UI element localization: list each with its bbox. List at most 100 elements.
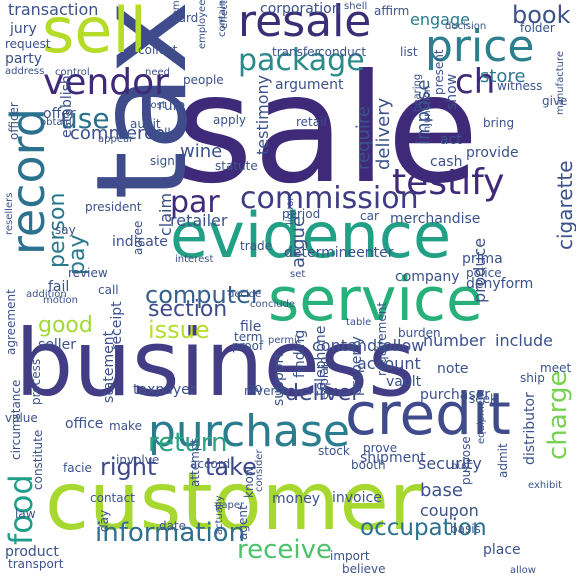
word-go: go — [247, 381, 262, 395]
word-base: base — [420, 480, 463, 501]
word-shipment: shipment — [360, 450, 426, 466]
word-employee: employee — [197, 0, 208, 50]
word-sign: sign — [150, 154, 175, 168]
word-coupon: coupon — [420, 501, 479, 520]
word-set: set — [290, 269, 306, 280]
word-permit: permit — [268, 335, 301, 346]
word-return: return — [148, 428, 228, 458]
word-burden: burden — [398, 326, 441, 340]
word-obtain: obtain — [40, 117, 72, 128]
word-act: act — [440, 132, 462, 148]
word-witness: witness — [497, 79, 543, 93]
word-resellers: resellers — [4, 192, 15, 235]
word-note: note — [437, 361, 469, 377]
word-invoice: invoice — [332, 490, 382, 506]
word-ch: ch — [455, 62, 496, 102]
word-indicate: indicate — [112, 234, 168, 250]
word-computer: computer — [145, 281, 261, 309]
word-party: party — [5, 51, 42, 67]
word-give: give — [542, 94, 568, 108]
word-circumstance: circumstance — [9, 379, 23, 460]
word-provide: provide — [466, 145, 519, 161]
word-liquor: liquor — [285, 196, 296, 225]
word-fail: fail — [48, 279, 70, 295]
word-company: company — [395, 269, 460, 285]
word-make: make — [109, 419, 142, 433]
word-collect: collect — [138, 43, 178, 57]
word-take: take — [205, 453, 257, 481]
word-review: review — [68, 266, 108, 280]
word-deliver: deliver — [285, 381, 361, 406]
word-office: office — [65, 416, 104, 432]
word-admit: admit — [496, 443, 510, 478]
word-cigarette: cigarette — [553, 160, 576, 250]
word-meet: meet — [540, 361, 572, 375]
word-property: property — [349, 336, 365, 396]
word-value: value — [5, 411, 38, 425]
word-commerce: commerce — [70, 123, 166, 144]
word-allow: allow — [510, 565, 536, 576]
word-basis: basis — [450, 522, 481, 536]
word-apply: apply — [213, 113, 247, 127]
word-decision: decision — [445, 21, 487, 32]
word-retail: retail — [296, 115, 327, 129]
word-commission: commission — [240, 181, 419, 216]
word-people: people — [183, 73, 224, 87]
word-issue: issue — [148, 316, 210, 344]
word-book: book — [512, 1, 571, 29]
word-sell: sell — [42, 0, 147, 67]
word-manufacture: manufacture — [555, 51, 566, 115]
word-exhibit: exhibit — [528, 480, 563, 491]
word-price: price — [425, 21, 535, 72]
word-occupation: occupation — [360, 515, 487, 541]
word-contain: contain — [217, 0, 228, 38]
word-contact: contact — [90, 491, 135, 505]
word-list: list — [400, 45, 418, 59]
word-believe: believe — [342, 562, 386, 576]
word-seller: seller — [38, 337, 77, 353]
word-establish: establish — [59, 75, 75, 138]
word-cash: cash — [430, 154, 463, 170]
word-vendor: vendor — [43, 62, 169, 103]
word-agreement: agreement — [4, 289, 18, 355]
word-injunction: injunction — [422, 85, 433, 135]
word-number: number — [423, 331, 486, 350]
word-jury: jury — [10, 21, 37, 37]
word-need: need — [145, 67, 170, 78]
word-purchase: purchase — [148, 406, 350, 457]
word-retailer: retailer — [170, 211, 228, 230]
word-transfer: transfer — [272, 45, 320, 59]
word-tell: tell — [152, 126, 171, 140]
word-president: president — [85, 200, 142, 214]
word-booth: booth — [351, 458, 386, 472]
word-request: request — [5, 37, 51, 51]
word-receipt: receipt — [109, 301, 125, 350]
word-par: par — [170, 185, 220, 220]
word-decide: decide — [228, 289, 262, 300]
word-shell: shell — [344, 1, 368, 12]
word-control: control — [55, 67, 90, 78]
word-conduct: conduct — [318, 45, 367, 59]
word-package: package — [238, 43, 365, 78]
word-item: item — [171, 0, 182, 23]
word-call: call — [98, 283, 119, 297]
word-testimony: testimony — [253, 74, 272, 155]
word-police: police — [466, 266, 502, 280]
word-addition: addition — [26, 289, 67, 300]
word-offer: offer — [43, 106, 76, 122]
word-taxpayer: taxpayer — [133, 382, 196, 398]
word-car: car — [360, 209, 379, 223]
word-vault: vault — [386, 374, 422, 390]
word-file: file — [240, 319, 262, 335]
word-wine: wine — [180, 141, 223, 162]
word-proof: proof — [232, 339, 264, 353]
word-account: account — [357, 354, 421, 373]
word-include: include — [495, 331, 553, 350]
word-buy: buy — [451, 461, 470, 472]
word-actually: actually — [214, 495, 225, 536]
word-bring: bring — [483, 116, 515, 130]
word-explain: explain — [317, 356, 331, 400]
word-good: good — [38, 313, 93, 338]
word-argument: argument — [275, 77, 344, 93]
